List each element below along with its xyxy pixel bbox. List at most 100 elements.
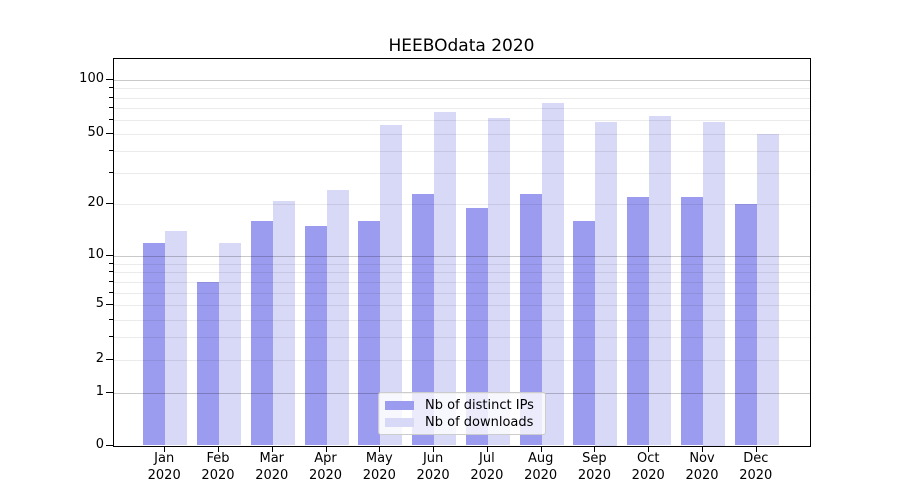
x-tick-mark xyxy=(325,446,327,452)
x-tick-mark xyxy=(217,446,219,452)
bar-downloads-sep xyxy=(595,122,618,446)
x-tick-mark xyxy=(271,446,273,452)
y-minor-tick-mark xyxy=(109,203,113,205)
y-tick-mark xyxy=(106,391,113,393)
bar-downloads-aug xyxy=(541,102,564,446)
y-minor-tick-mark xyxy=(109,271,113,273)
y-tick-label: 100 xyxy=(79,71,104,87)
x-tick-label-apr: Apr 2020 xyxy=(308,451,343,483)
y-minor-tick-mark xyxy=(109,132,113,134)
x-tick-label-feb: Feb 2020 xyxy=(201,451,235,483)
gridline-minor xyxy=(114,337,810,339)
y-minor-tick-mark xyxy=(109,172,113,174)
y-tick-label: 50 xyxy=(87,124,104,140)
x-tick-mark xyxy=(540,446,542,452)
y-minor-tick-mark xyxy=(109,359,113,361)
bar-downloads-may xyxy=(380,125,403,446)
gridline-minor xyxy=(114,360,810,362)
y-tick-label: 20 xyxy=(87,195,104,211)
y-minor-tick-mark xyxy=(109,87,113,89)
bar-ips-may xyxy=(358,221,381,446)
gridline-minor xyxy=(114,97,810,99)
x-tick-mark xyxy=(379,446,381,452)
y-tick-label: 1 xyxy=(95,383,104,399)
bar-ips-feb xyxy=(196,281,219,446)
y-tick-label: 10 xyxy=(87,247,104,262)
y-tick-label: 2 xyxy=(95,351,104,367)
bar-downloads-jul xyxy=(487,118,510,446)
bar-downloads-oct xyxy=(649,115,672,446)
bar-ips-jul xyxy=(465,208,488,446)
bar-ips-jun xyxy=(412,193,435,446)
legend-item-downloads: Nb of downloads xyxy=(379,414,545,431)
legend-swatch-downloads xyxy=(385,418,414,427)
gridline-minor xyxy=(114,88,810,90)
bar-downloads-jun xyxy=(434,112,457,446)
x-tick-mark xyxy=(164,446,166,452)
x-tick-label-oct: Oct 2020 xyxy=(631,451,665,483)
bar-ips-sep xyxy=(573,221,596,446)
x-tick-mark xyxy=(648,446,650,452)
y-minor-tick-mark xyxy=(109,150,113,152)
y-tick-mark xyxy=(106,444,113,446)
y-tick-mark xyxy=(106,79,113,81)
plot-area: Nb of distinct IPs Nb of downloads xyxy=(113,58,811,447)
x-tick-label-sep: Sep 2020 xyxy=(577,451,611,483)
y-minor-tick-mark xyxy=(109,318,113,320)
bar-ips-nov xyxy=(681,197,703,446)
x-tick-mark xyxy=(433,446,435,452)
bar-ips-mar xyxy=(250,221,273,446)
gridline-minor xyxy=(114,281,810,283)
y-tick-label: 0 xyxy=(95,436,104,452)
bar-ips-apr xyxy=(304,226,327,446)
x-tick-mark xyxy=(486,446,488,452)
x-tick-mark xyxy=(755,446,757,452)
x-tick-label-aug: Aug 2020 xyxy=(524,451,558,483)
bar-ips-aug xyxy=(519,193,542,446)
bar-ips-dec xyxy=(734,204,757,446)
gridline-minor xyxy=(114,204,810,206)
x-tick-mark xyxy=(702,446,703,452)
gridline-minor xyxy=(114,133,810,135)
gridline-minor xyxy=(114,119,810,121)
y-tick-label: 5 xyxy=(95,296,104,312)
x-tick-label-nov: Nov 2020 xyxy=(685,451,719,483)
gridline-minor xyxy=(114,272,810,274)
y-minor-tick-mark xyxy=(109,280,113,282)
bar-downloads-apr xyxy=(326,190,349,446)
x-tick-label-dec: Dec 2020 xyxy=(739,451,773,483)
y-minor-tick-mark xyxy=(109,262,113,264)
bar-ips-oct xyxy=(627,197,650,446)
gridline-minor xyxy=(114,292,810,294)
gridline-major xyxy=(114,256,810,257)
y-minor-tick-mark xyxy=(109,304,113,306)
legend: Nb of distinct IPs Nb of downloads xyxy=(378,392,546,435)
gridline-minor xyxy=(114,319,810,321)
gridline-minor xyxy=(114,263,810,265)
gridline-major xyxy=(114,80,810,82)
x-tick-mark xyxy=(594,446,596,452)
legend-item-distinct-ips: Nb of distinct IPs xyxy=(379,397,545,414)
x-tick-label-jan: Jan 2020 xyxy=(147,451,181,483)
y-minor-tick-mark xyxy=(109,118,113,120)
y-minor-tick-mark xyxy=(109,106,113,108)
y-tick-mark xyxy=(106,255,113,256)
y-minor-tick-mark xyxy=(109,291,113,293)
x-tick-label-mar: Mar 2020 xyxy=(255,451,289,483)
gridline-minor xyxy=(114,107,810,109)
bar-downloads-jan xyxy=(165,231,188,446)
bar-downloads-feb xyxy=(218,242,241,446)
bar-downloads-mar xyxy=(272,200,295,446)
chart-title: HEEBOdata 2020 xyxy=(388,36,535,56)
bar-downloads-nov xyxy=(703,122,725,446)
x-tick-label-may: May 2020 xyxy=(362,451,396,483)
gridline-minor xyxy=(114,305,810,307)
x-tick-label-jul: Jul 2020 xyxy=(470,451,504,483)
gridline-minor xyxy=(114,151,810,153)
gridline-minor xyxy=(114,173,810,175)
y-minor-tick-mark xyxy=(109,336,113,338)
legend-label-distinct-ips: Nb of distinct IPs xyxy=(425,398,534,413)
legend-swatch-distinct-ips xyxy=(385,401,414,410)
bar-ips-jan xyxy=(143,242,166,446)
